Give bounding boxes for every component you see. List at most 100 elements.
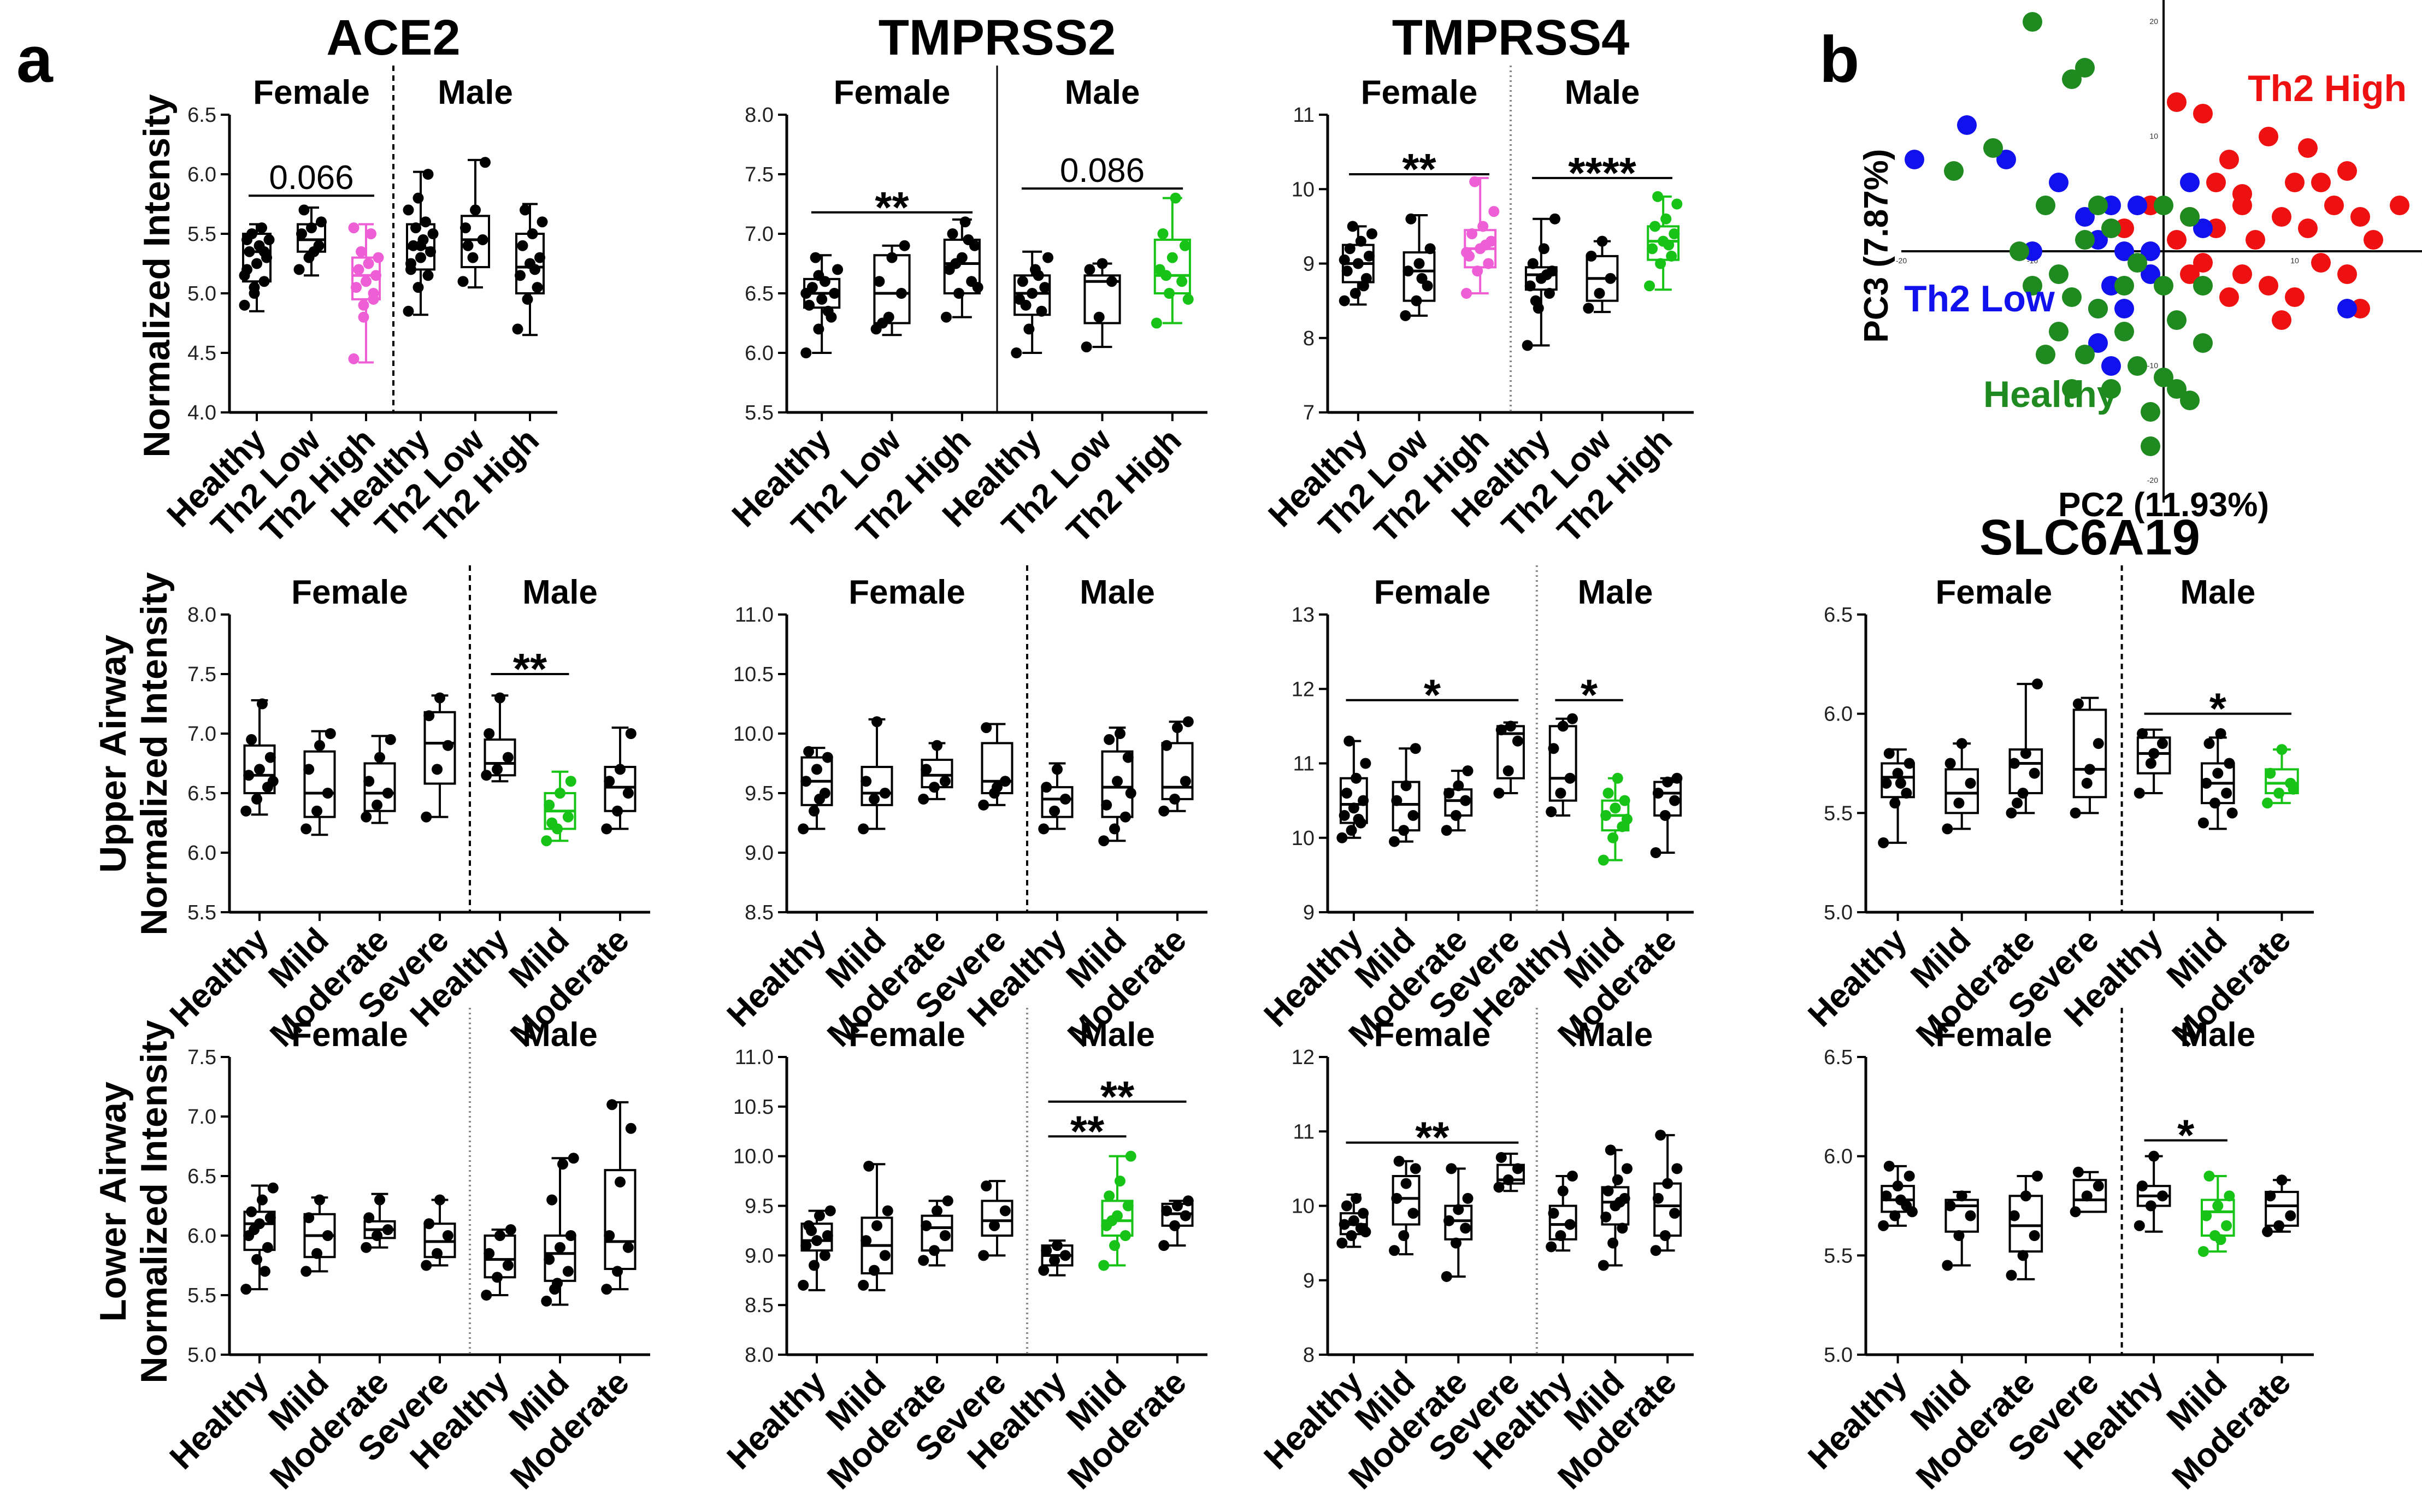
data-point bbox=[1953, 798, 1965, 809]
data-point bbox=[300, 1266, 312, 1277]
box-4 bbox=[1038, 1239, 1074, 1277]
data-point bbox=[1339, 1219, 1350, 1230]
data-point bbox=[1389, 1245, 1400, 1256]
data-point bbox=[869, 793, 880, 805]
box-3 bbox=[1522, 213, 1560, 351]
data-point bbox=[1655, 258, 1666, 269]
data-point bbox=[1904, 758, 1915, 769]
data-point bbox=[798, 823, 809, 835]
row2-y-label-line1: Upper Airway bbox=[92, 635, 134, 873]
data-point bbox=[2017, 788, 2029, 799]
box-1 bbox=[300, 1194, 336, 1277]
row2-y-label-line2: Normalized Intensity bbox=[133, 572, 175, 935]
box-0 bbox=[1336, 735, 1371, 843]
data-point bbox=[481, 1290, 492, 1301]
data-point bbox=[1453, 780, 1464, 792]
box-1 bbox=[1400, 213, 1436, 321]
y-tick-label: 11.0 bbox=[735, 1046, 774, 1069]
data-point bbox=[494, 692, 505, 704]
data-point bbox=[1348, 1215, 1359, 1226]
data-point bbox=[612, 1266, 623, 1277]
data-point bbox=[2070, 1206, 2081, 1218]
y-tick-label: 7 bbox=[1303, 401, 1315, 424]
data-point bbox=[1614, 1196, 1626, 1208]
data-point bbox=[322, 1230, 333, 1241]
data-point bbox=[306, 222, 317, 234]
pca-point bbox=[2154, 276, 2173, 296]
data-point bbox=[858, 1279, 869, 1291]
x-category-label: Healthy bbox=[1801, 921, 1914, 1035]
significance-label: ** bbox=[1415, 1113, 1449, 1162]
pca-point bbox=[2246, 230, 2265, 250]
pca-point bbox=[2128, 196, 2147, 215]
box-1 bbox=[293, 204, 327, 277]
data-point bbox=[814, 1210, 825, 1221]
data-point bbox=[240, 805, 252, 817]
box-4 bbox=[1583, 235, 1619, 314]
box-1 bbox=[1389, 743, 1421, 847]
pca-point bbox=[2128, 253, 2147, 273]
data-point bbox=[1493, 1182, 1505, 1193]
data-point bbox=[303, 764, 315, 775]
data-point bbox=[522, 293, 533, 305]
chart-p5: 8.59.09.510.010.511.0HealthyMildModerate… bbox=[720, 565, 1207, 1054]
box-5 bbox=[1644, 191, 1683, 292]
data-point bbox=[1650, 847, 1661, 858]
data-point bbox=[555, 788, 565, 799]
pca-point bbox=[2088, 333, 2108, 353]
box-1 bbox=[858, 1160, 893, 1291]
data-point bbox=[1607, 1237, 1619, 1249]
data-point bbox=[470, 204, 481, 216]
data-point bbox=[2276, 744, 2288, 755]
data-point bbox=[494, 1230, 505, 1241]
data-point bbox=[1049, 1255, 1060, 1266]
group-label-male: Male bbox=[1565, 74, 1640, 111]
pca-y-tick: -20 bbox=[2147, 476, 2158, 485]
box-iqr bbox=[2008, 1195, 2043, 1253]
box-2 bbox=[918, 740, 953, 805]
data-point bbox=[879, 1250, 891, 1261]
box-0 bbox=[1878, 748, 1915, 848]
pca-x-tick: -20 bbox=[1896, 256, 1907, 265]
pca-point bbox=[2180, 264, 2200, 284]
box-6 bbox=[2262, 744, 2299, 809]
pca-point bbox=[2259, 276, 2278, 296]
data-point bbox=[2145, 758, 2156, 769]
pca-x-tick: 10 bbox=[2290, 256, 2299, 265]
data-point bbox=[1350, 288, 1361, 299]
data-point bbox=[2020, 1190, 2031, 1202]
y-tick-label: 7.5 bbox=[187, 663, 216, 686]
pca-point bbox=[2141, 402, 2160, 422]
data-point bbox=[942, 1195, 953, 1207]
group-label-male: Male bbox=[1080, 1016, 1155, 1054]
data-point bbox=[1548, 1208, 1559, 1219]
data-point bbox=[374, 1194, 385, 1206]
data-point bbox=[861, 776, 872, 787]
data-point bbox=[899, 240, 910, 251]
data-point bbox=[2156, 738, 2168, 749]
data-point bbox=[2148, 748, 2160, 759]
data-point bbox=[947, 228, 958, 239]
data-point bbox=[256, 698, 268, 710]
data-point bbox=[824, 1205, 836, 1216]
pca-point bbox=[2101, 218, 2121, 238]
data-point bbox=[1462, 1192, 1474, 1204]
data-point bbox=[348, 222, 360, 234]
y-tick-label: 6.5 bbox=[745, 282, 774, 305]
pca-point bbox=[2114, 276, 2134, 296]
data-point bbox=[1605, 1144, 1616, 1156]
significance-label: * bbox=[2177, 1111, 2195, 1160]
data-point bbox=[264, 1212, 276, 1224]
data-point bbox=[1460, 795, 1471, 806]
data-point bbox=[2201, 1210, 2212, 1221]
data-point bbox=[246, 1206, 257, 1218]
data-point bbox=[1652, 788, 1664, 799]
data-point bbox=[877, 317, 888, 329]
pca-point bbox=[2075, 207, 2095, 227]
pca-point bbox=[2101, 356, 2121, 376]
y-tick-label: 10 bbox=[1292, 1195, 1315, 1218]
data-point bbox=[1583, 303, 1594, 314]
pca-point bbox=[2193, 333, 2213, 353]
data-point bbox=[314, 1194, 325, 1206]
data-point bbox=[372, 799, 383, 811]
